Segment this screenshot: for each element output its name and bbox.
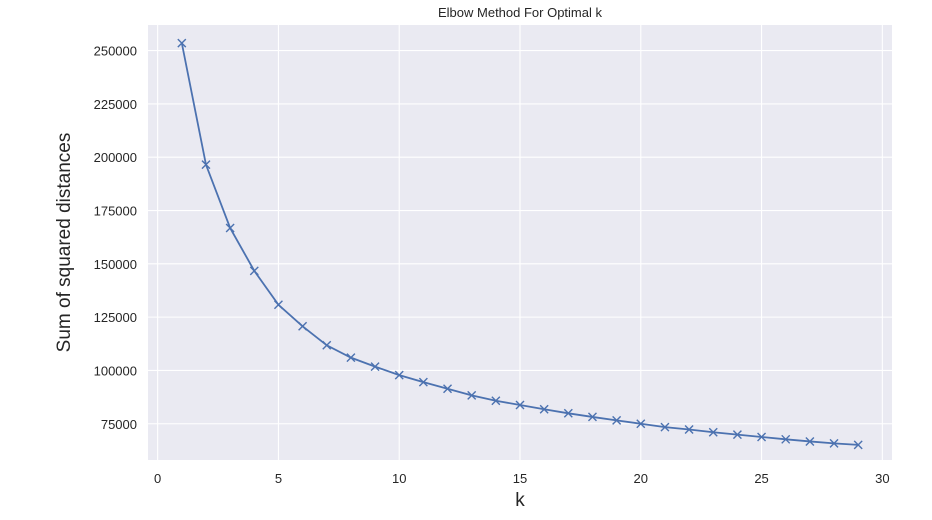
data-point-marker	[612, 415, 622, 425]
marker-stroke	[829, 438, 839, 448]
marker-stroke	[539, 404, 549, 414]
marker-stroke	[273, 300, 283, 310]
data-point-marker	[467, 390, 477, 400]
marker-stroke	[515, 400, 525, 410]
x-tick-label: 30	[875, 471, 889, 486]
x-tick-label: 5	[275, 471, 282, 486]
data-point-marker	[249, 266, 259, 276]
y-tick-label: 250000	[94, 44, 137, 59]
data-point-marker	[515, 400, 525, 410]
marker-stroke	[781, 434, 791, 444]
marker-stroke	[394, 370, 404, 380]
x-axis-label: k	[515, 490, 525, 511]
marker-stroke	[249, 266, 259, 276]
data-point-marker	[418, 377, 428, 387]
y-tick-label: 75000	[101, 417, 137, 432]
x-tick-label: 10	[392, 471, 406, 486]
data-point-marker	[636, 419, 646, 429]
marker-stroke	[636, 419, 646, 429]
y-tick-label: 150000	[94, 257, 137, 272]
data-point-marker	[708, 427, 718, 437]
data-point-marker	[805, 436, 815, 446]
marker-stroke	[346, 353, 356, 363]
marker-stroke	[757, 432, 767, 442]
marker-stroke	[587, 412, 597, 422]
data-point-marker	[684, 425, 694, 435]
marker-stroke	[443, 384, 453, 394]
x-tick-label: 25	[754, 471, 768, 486]
data-point-marker	[563, 408, 573, 418]
data-point-marker	[539, 404, 549, 414]
data-point-marker	[829, 438, 839, 448]
tick-labels: 0 5 10 15 20 25 30 75000 100000 125000 150000 17500…	[94, 44, 890, 486]
data-point-marker	[225, 223, 235, 233]
marker-stroke	[491, 396, 501, 406]
x-tick-label: 0	[154, 471, 161, 486]
data-point-marker	[491, 396, 501, 406]
marker-stroke	[612, 415, 622, 425]
series	[177, 38, 863, 450]
data-point-marker	[370, 362, 380, 372]
data-point-marker	[757, 432, 767, 442]
x-tick-label: 15	[513, 471, 527, 486]
data-point-marker	[394, 370, 404, 380]
grid	[148, 25, 892, 460]
x-tick-label: 20	[634, 471, 648, 486]
marker-stroke	[177, 38, 187, 48]
marker-stroke	[467, 390, 477, 400]
marker-stroke	[853, 440, 863, 450]
marker-stroke	[708, 427, 718, 437]
data-point-marker	[201, 160, 211, 170]
marker-stroke	[684, 425, 694, 435]
marker-stroke	[201, 160, 211, 170]
y-tick-label: 125000	[94, 310, 137, 325]
marker-stroke	[805, 436, 815, 446]
data-point-marker	[177, 38, 187, 48]
chart-title: Elbow Method For Optimal k	[438, 5, 603, 20]
marker-stroke	[563, 408, 573, 418]
marker-stroke	[418, 377, 428, 387]
data-point-marker	[322, 340, 332, 350]
data-point-marker	[346, 353, 356, 363]
data-point-marker	[732, 430, 742, 440]
y-tick-label: 225000	[94, 97, 137, 112]
marker-stroke	[370, 362, 380, 372]
marker-stroke	[322, 340, 332, 350]
y-tick-label: 100000	[94, 363, 137, 378]
data-point-marker	[273, 300, 283, 310]
y-axis-label: Sum of squared distances	[54, 133, 75, 353]
marker-stroke	[732, 430, 742, 440]
data-point-marker	[298, 321, 308, 331]
data-point-marker	[781, 434, 791, 444]
y-tick-label: 175000	[94, 204, 137, 219]
marker-stroke	[298, 321, 308, 331]
data-point-marker	[660, 422, 670, 432]
data-point-marker	[853, 440, 863, 450]
marker-stroke	[225, 223, 235, 233]
y-tick-label: 200000	[94, 150, 137, 165]
data-point-marker	[587, 412, 597, 422]
marker-stroke	[660, 422, 670, 432]
data-point-marker	[443, 384, 453, 394]
